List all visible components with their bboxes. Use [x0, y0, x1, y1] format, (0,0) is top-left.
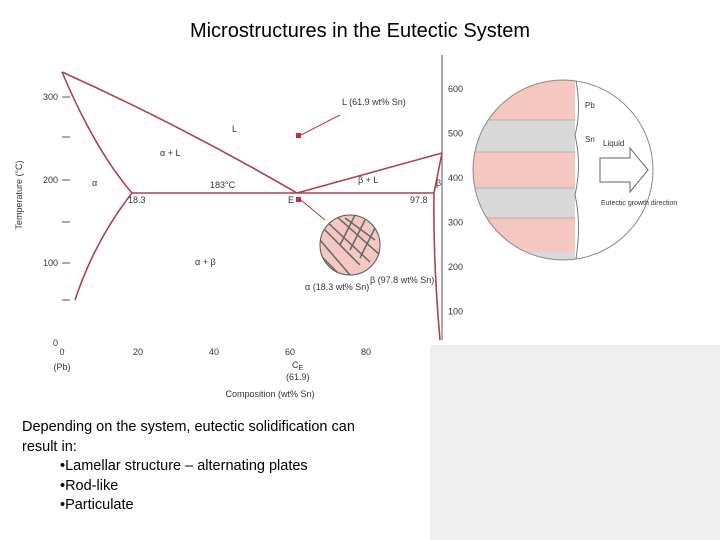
- annotation: E: [288, 195, 294, 205]
- y-tick-label: 100: [43, 258, 58, 268]
- x-end-label: (Pb): [53, 362, 70, 372]
- region-label: L: [232, 124, 237, 134]
- leader: [300, 114, 341, 136]
- text-line: Depending on the system, eutectic solidi…: [22, 419, 355, 435]
- label: Liquid: [603, 139, 624, 148]
- y2-tick-label: 500: [448, 129, 463, 139]
- x-tick-label: 80: [361, 347, 371, 357]
- x-tick-label: 60: [285, 347, 295, 357]
- label: Sn: [585, 135, 595, 144]
- annotation: 183°C: [210, 180, 236, 190]
- y-tick-label: 300: [43, 92, 58, 102]
- y-axis-label: Temperature (°C): [14, 160, 24, 229]
- marker: [296, 133, 301, 138]
- body-text: Depending on the system, eutectic solidi…: [22, 418, 355, 516]
- annotation: CE: [292, 360, 304, 372]
- y2-tick-label: 600: [448, 84, 463, 94]
- y-tick-label: 0: [53, 338, 58, 348]
- region-label: β + L: [358, 175, 378, 185]
- region-label: α + β: [195, 257, 216, 267]
- bullet: •Lamellar structure – alternating plates: [60, 458, 308, 474]
- slide-title: Microstructures in the Eutectic System: [189, 20, 531, 42]
- micro-lamellae: [320, 215, 380, 275]
- label: Eutectic growth direction: [601, 200, 677, 207]
- annotation: L (61.9 wt% Sn): [342, 97, 406, 107]
- bullet: •Rod-like: [60, 477, 119, 494]
- leader: [300, 199, 326, 221]
- y2-tick-label: 200: [448, 262, 463, 272]
- annotation: β (97.8 wt% Sn): [370, 275, 434, 285]
- arrow: [599, 146, 649, 194]
- annotation: α (18.3 wt% Sn): [305, 282, 369, 292]
- bullet: •Particulate: [60, 497, 134, 513]
- y-tick-label: 200: [43, 175, 58, 185]
- marker: [296, 197, 301, 202]
- micrograph: [430, 345, 720, 540]
- y2-tick-label: 400: [448, 173, 463, 183]
- axis-ticks: [62, 96, 70, 301]
- growth-circle: [472, 79, 654, 261]
- x-tick-label: 40: [209, 347, 219, 357]
- annotation: (61.9): [286, 372, 310, 382]
- y2-tick-label: 100: [448, 307, 463, 317]
- region-label: β: [436, 178, 441, 188]
- tick-labels: 300 200 100 0 600 500 400 300 200 100 0 20 40 60 80: [43, 84, 463, 357]
- label: Pb: [585, 101, 595, 110]
- x-tick-label: 0: [59, 347, 64, 357]
- x-tick-label: 20: [133, 347, 143, 357]
- annotation: 97.8: [410, 195, 428, 205]
- phase-lines: [61, 71, 443, 341]
- growth-illustration: Liquid Eutectic growth direction Pb Sn: [472, 79, 677, 261]
- region-label: α + L: [160, 148, 180, 158]
- phase-diagram: Temperature (°C) Composition (wt% Sn) (P…: [14, 55, 463, 399]
- x-axis-label: Composition (wt% Sn): [225, 389, 314, 399]
- y2-tick-label: 300: [448, 218, 463, 228]
- annotation: 18.3: [128, 195, 146, 205]
- text-line: result in:: [22, 438, 77, 455]
- region-label: α: [92, 178, 97, 188]
